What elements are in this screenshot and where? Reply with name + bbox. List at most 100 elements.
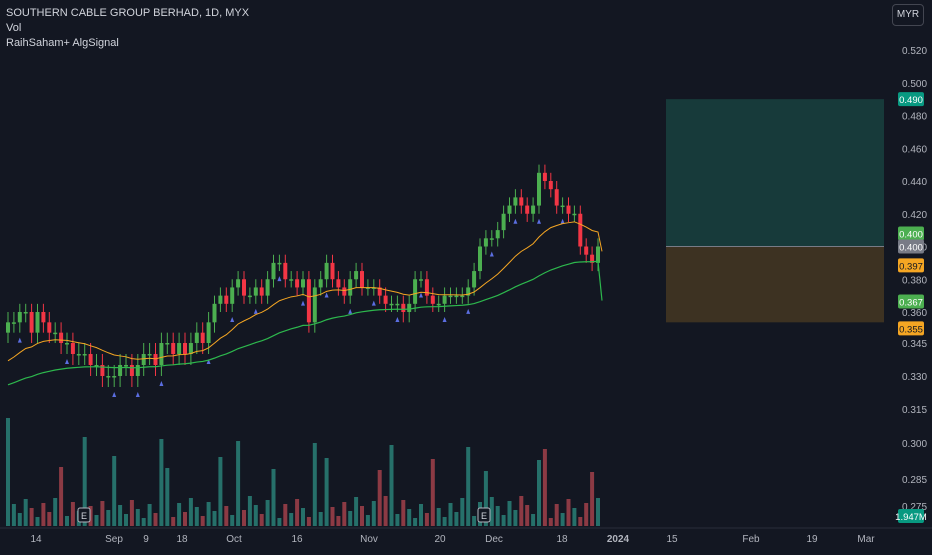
indicator-legend: RaihSaham+ AlgSignal	[6, 37, 119, 49]
candle-body	[472, 271, 477, 288]
candle-body	[348, 279, 353, 296]
candle-body	[265, 279, 270, 296]
candle-body	[41, 312, 46, 323]
candle-body	[360, 271, 364, 288]
price-tag-label: 1.947M	[895, 512, 927, 523]
volume-bar	[596, 498, 600, 526]
buy-signal	[230, 317, 235, 322]
candle-body	[47, 322, 52, 333]
candle-body	[395, 303, 400, 306]
volume-bar	[59, 467, 64, 526]
volume-bar	[147, 504, 152, 526]
candle-body	[478, 246, 482, 272]
candle-body	[407, 303, 412, 312]
candle-body	[147, 354, 152, 356]
candle-body	[560, 205, 565, 208]
volume-bar	[259, 514, 264, 526]
volume-bar	[513, 510, 518, 526]
candle-body	[200, 332, 205, 343]
candle-body	[70, 343, 75, 354]
buy-signal	[324, 292, 329, 298]
volume-bar	[466, 447, 471, 526]
candle-body	[371, 287, 376, 289]
earnings-marker-label: E	[81, 511, 87, 521]
price-tag-label: 0.400	[899, 243, 923, 254]
price-tick-label: 0.300	[902, 439, 927, 450]
volume-bar	[336, 516, 341, 526]
price-tag-label: 0.397	[899, 261, 923, 272]
volume-bar	[141, 518, 146, 526]
volume-bar	[507, 501, 512, 526]
price-tag-label: 0.400	[899, 230, 923, 241]
volume-bar	[171, 517, 176, 526]
candle-body	[153, 354, 158, 365]
candle-body	[236, 279, 241, 288]
candle-body	[419, 279, 423, 281]
stop-zone	[666, 246, 884, 323]
candle-body	[324, 262, 329, 280]
buy-signal	[395, 317, 400, 322]
volume-bar	[271, 469, 276, 526]
chart-legend: SOUTHERN CABLE GROUP BERHAD, 1D, MYX Vol…	[6, 6, 249, 51]
volume-bar	[247, 496, 252, 526]
volume-bar	[218, 457, 223, 526]
currency-button[interactable]: MYR	[892, 4, 924, 26]
time-tick-label: 18	[556, 534, 568, 545]
volume-bar	[194, 507, 199, 526]
candle-body	[454, 295, 459, 298]
buy-signal	[537, 218, 541, 224]
volume-bar	[41, 503, 46, 526]
volume-bar	[525, 505, 530, 526]
volume-bar	[354, 497, 359, 526]
volume-bar	[6, 418, 10, 526]
volume-bar	[542, 449, 547, 526]
time-tick-label: 19	[806, 534, 818, 545]
candle-body	[442, 295, 447, 304]
volume-bar	[489, 497, 494, 526]
candle-body	[507, 205, 512, 214]
candle-body	[531, 205, 536, 214]
buy-signal	[112, 392, 117, 397]
candle-body	[383, 295, 388, 304]
candle-body	[23, 312, 28, 314]
candle-body	[124, 365, 128, 367]
volume-bar	[283, 504, 288, 526]
buy-signal	[489, 251, 494, 257]
price-tick-label: 0.520	[902, 46, 927, 57]
price-tick-label: 0.345	[902, 339, 927, 350]
candle-body	[365, 287, 370, 289]
candle-body	[354, 271, 359, 280]
volume-bar	[342, 502, 347, 526]
candle-body	[206, 322, 211, 343]
candle-body	[413, 279, 418, 304]
price-tag	[898, 321, 924, 336]
price-tag	[898, 258, 924, 273]
candle-body	[448, 295, 453, 298]
price-tag	[898, 239, 924, 254]
price-tag	[898, 226, 924, 241]
candle-body	[53, 332, 58, 335]
candle-body	[59, 332, 64, 343]
candle-body	[596, 246, 600, 263]
volume-bar	[377, 470, 382, 526]
volume-bar	[430, 459, 435, 526]
volume-bar	[47, 512, 52, 526]
candle-body	[188, 343, 193, 354]
candle-body	[194, 332, 199, 343]
time-tick-label: Sep	[105, 534, 123, 545]
target-zone	[666, 99, 884, 247]
volume-bar	[312, 443, 317, 526]
candle-body	[430, 295, 435, 304]
volume-bar	[177, 503, 182, 526]
time-tick-label: 2024	[607, 534, 630, 545]
buy-signal	[371, 300, 376, 306]
volume-bar	[153, 513, 158, 526]
candle-body	[336, 279, 341, 288]
candle-body	[537, 172, 541, 206]
candle-body	[118, 365, 123, 376]
volume-bar	[413, 518, 418, 526]
volume-bar	[365, 515, 370, 526]
symbol-title: SOUTHERN CABLE GROUP BERHAD, 1D, MYX	[6, 7, 250, 19]
volume-bar	[584, 503, 589, 526]
